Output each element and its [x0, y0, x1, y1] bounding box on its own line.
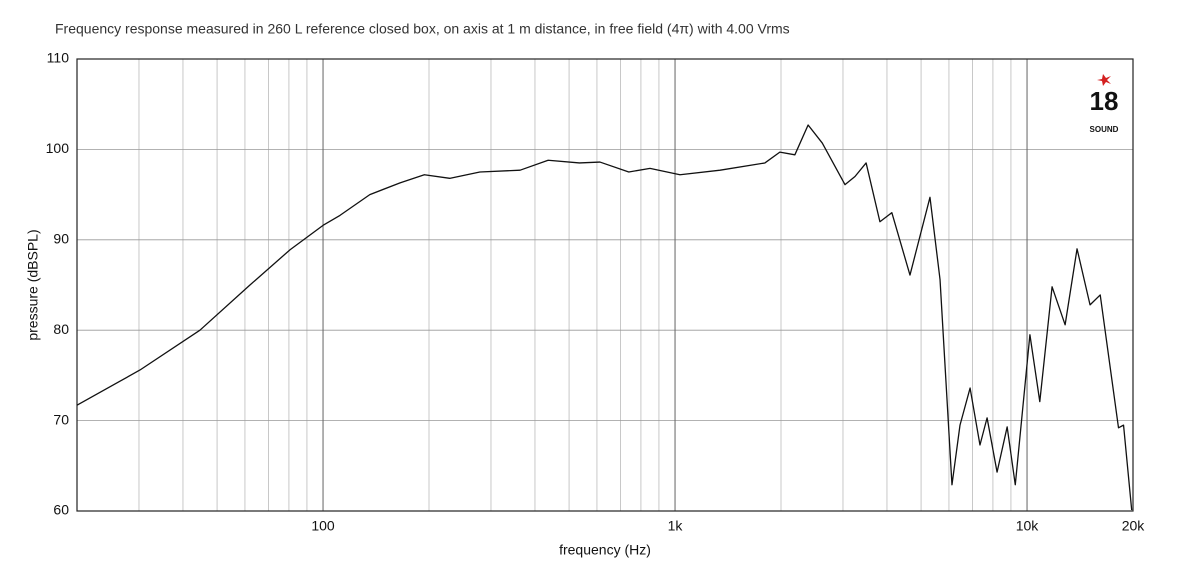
response-line — [76, 124, 1133, 511]
y-tick-label: 80 — [53, 321, 69, 337]
x-tick-label: 100 — [311, 518, 335, 534]
chart-title: Frequency response measured in 260 L ref… — [55, 21, 790, 37]
y-tick-label: 100 — [46, 140, 70, 156]
logo-word: SOUND — [1090, 125, 1119, 134]
logo-number: 18 — [1090, 86, 1119, 116]
y-tick-label: 60 — [53, 502, 69, 518]
y-tick-label: 110 — [47, 50, 70, 66]
x-tick-label: 20k — [1122, 518, 1146, 534]
y-axis-label: pressure (dBSPL) — [25, 229, 41, 340]
x-tick-label: 1k — [668, 518, 684, 534]
x-axis-label: frequency (Hz) — [559, 542, 651, 558]
plot-frame — [76, 58, 1134, 512]
x-tick-label: 10k — [1016, 518, 1040, 534]
y-tick-label: 70 — [53, 411, 69, 427]
logo-star — [1097, 74, 1111, 86]
y-tick-label: 90 — [53, 231, 69, 247]
